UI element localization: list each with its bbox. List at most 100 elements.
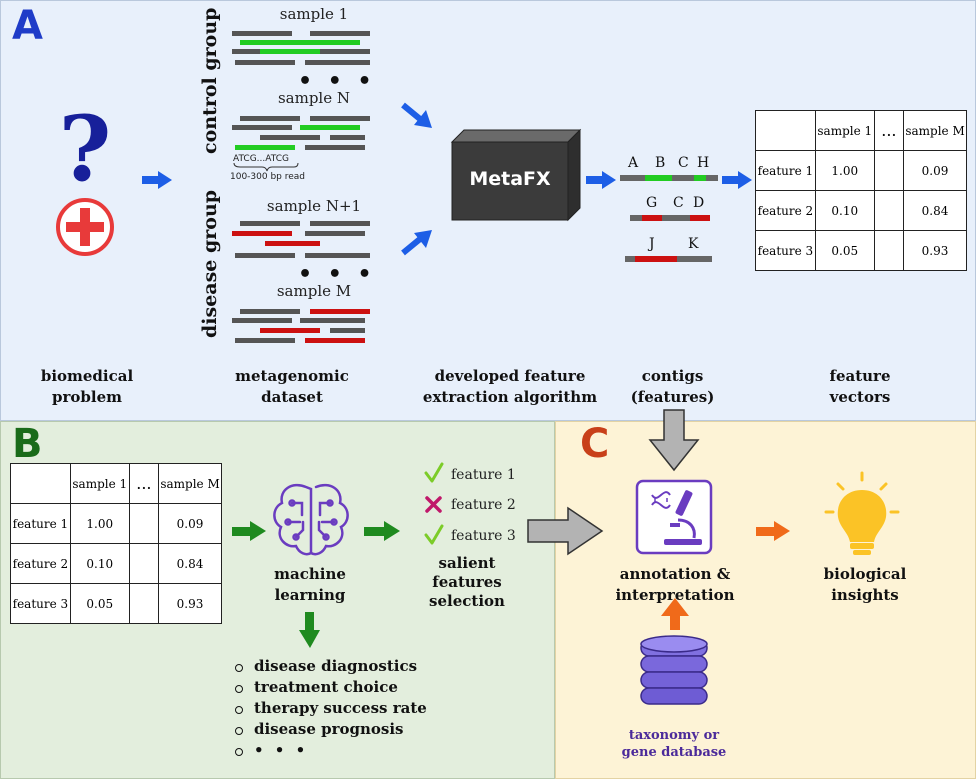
metafx-label: MetaFX	[469, 168, 551, 190]
row-name: feature 2	[10, 543, 71, 584]
table-header-ellipsis: ...	[873, 110, 905, 151]
list-item: disease prognosis	[232, 719, 427, 740]
arrow-annotation-to-insights	[756, 521, 790, 541]
cell-value: 0.93	[158, 583, 222, 624]
read-length-label: 100-300 bp read	[230, 172, 306, 182]
feature-matrix-table: sample 1 ... sample M feature 1 1.00 0.0…	[10, 463, 222, 624]
arrow-database-to-annotation	[661, 598, 689, 630]
contig-letter-b: B	[655, 155, 666, 171]
sample-m-label: sample M	[276, 282, 352, 300]
cell-value: 0.05	[814, 230, 875, 271]
brain-circuit-icon	[273, 483, 349, 556]
label-metagenomic-dataset: metagenomic dataset	[235, 367, 349, 406]
feature-vectors-table: sample 1 ... sample M feature 1 1.00 0.0…	[755, 110, 967, 271]
microscope-dna-icon	[635, 479, 713, 555]
cell-value: 0.05	[69, 583, 130, 624]
reads-sample-n1	[232, 221, 370, 258]
arrow-control-to-metafx	[401, 102, 432, 128]
table-row: feature 1 1.00 0.09	[755, 150, 967, 191]
table-row: feature 2 0.10 0.84	[755, 190, 967, 231]
list-item: therapy success rate	[232, 698, 427, 719]
contig-letter-h: H	[697, 155, 710, 171]
sample-n-label: sample N	[277, 89, 351, 107]
label-feature-extraction: developed feature extraction algorithm	[422, 367, 598, 406]
table-header-corner	[10, 463, 71, 504]
table-header-ellipsis: ...	[128, 463, 160, 504]
cell-dots	[873, 230, 905, 271]
row-name: feature 1	[10, 503, 71, 544]
arrow-contigs-to-vectors	[722, 171, 752, 189]
arrow-ml-to-selection	[364, 521, 400, 541]
reads-sample-1	[232, 31, 370, 65]
label-machine-learning: machine learning	[274, 565, 346, 604]
label-salient-features: salient features selection	[429, 554, 505, 610]
svg-text:?: ?	[59, 96, 112, 202]
medical-cross-icon	[56, 198, 114, 256]
lightbulb-icon	[824, 471, 900, 555]
contig-letter-c: C	[678, 155, 689, 171]
table-header-sample-1: sample 1	[814, 110, 875, 151]
cell-value: 1.00	[814, 150, 875, 191]
reads-sample-m	[232, 309, 370, 343]
cell-dots	[128, 543, 160, 584]
contig-letter-g: G	[646, 195, 658, 211]
cell-dots	[873, 150, 905, 191]
feature-item-1: feature 1	[451, 467, 516, 483]
arrow-disease-to-metafx	[401, 230, 432, 256]
contig-letter-j: J	[649, 236, 655, 252]
label-contigs: contigs (features)	[630, 367, 715, 406]
contig-letter-c2: C	[673, 195, 684, 211]
check-icon-feature-3	[424, 524, 444, 545]
cell-value: 0.10	[814, 190, 875, 231]
table-row: feature 3 0.05 0.93	[755, 230, 967, 271]
applications-list: disease diagnostics treatment choice the…	[232, 656, 427, 761]
arrow-selection-to-annotation	[527, 506, 604, 556]
cell-value: 0.09	[158, 503, 222, 544]
cell-value: 0.84	[903, 190, 967, 231]
arrow-ml-to-applications	[299, 612, 320, 648]
sample-n1-label: sample N+1	[266, 197, 362, 215]
row-name: feature 3	[10, 583, 71, 624]
read-sequence: ATCG...ATCG	[233, 154, 289, 164]
metafx-box	[450, 128, 582, 222]
table-header-sample-m: sample M	[903, 110, 967, 151]
table-header-sample-m: sample M	[158, 463, 222, 504]
list-item: disease diagnostics	[232, 656, 427, 677]
feature-item-3: feature 3	[451, 528, 516, 544]
arrow-problem-to-dataset	[142, 171, 172, 189]
cell-dots	[128, 503, 160, 544]
contig-3	[625, 256, 712, 262]
control-group-label: control group	[199, 7, 221, 154]
panel-a-letter: A	[12, 3, 43, 49]
cross-icon-feature-2	[425, 496, 442, 513]
disease-ellipsis: • • •	[298, 262, 376, 287]
cell-value: 0.84	[158, 543, 222, 584]
label-biological-insights: biological insights	[823, 565, 907, 604]
row-name: feature 1	[755, 150, 816, 191]
arrow-table-to-ml	[232, 521, 266, 541]
arrow-metafx-to-contigs	[586, 171, 616, 189]
reads-sample-n	[232, 116, 370, 172]
feature-item-2: feature 2	[451, 497, 516, 513]
list-item: • • •	[232, 740, 427, 761]
contig-2	[630, 215, 710, 221]
cell-dots	[873, 190, 905, 231]
table-row: feature 3 0.05 0.93	[10, 583, 222, 624]
table-header-sample-1: sample 1	[69, 463, 130, 504]
disease-group-label: disease group	[199, 189, 221, 338]
cell-dots	[128, 583, 160, 624]
database-icon	[640, 635, 708, 705]
cell-value: 0.09	[903, 150, 967, 191]
contig-1	[620, 175, 718, 181]
table-row: feature 2 0.10 0.84	[10, 543, 222, 584]
label-annotation: annotation & interpretation	[615, 565, 735, 604]
table-header-corner	[755, 110, 816, 151]
check-icon-feature-1	[424, 462, 444, 483]
cell-value: 0.93	[903, 230, 967, 271]
contig-letter-a: A	[628, 155, 639, 171]
contig-letter-k: K	[688, 236, 699, 252]
arrow-contigs-to-annotation	[648, 409, 700, 472]
list-item: treatment choice	[232, 677, 427, 698]
table-row: feature 1 1.00 0.09	[10, 503, 222, 544]
